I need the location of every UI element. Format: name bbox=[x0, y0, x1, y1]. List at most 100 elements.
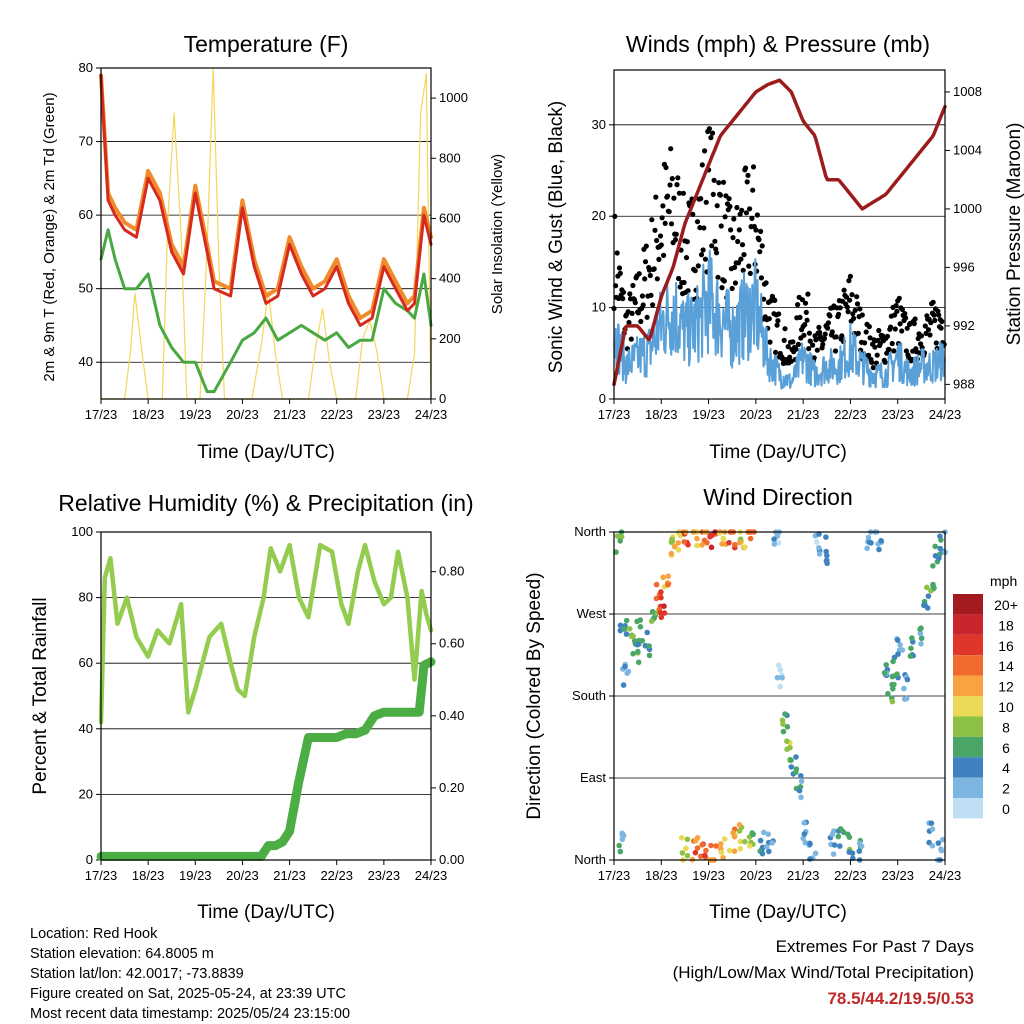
direction-point bbox=[646, 652, 653, 659]
gust-point bbox=[683, 255, 690, 261]
y-tick-label: 20 bbox=[79, 786, 93, 801]
gust-point bbox=[922, 323, 928, 329]
gust-point bbox=[612, 213, 618, 219]
legend-label: 20+ bbox=[994, 597, 1018, 613]
gust-point bbox=[685, 288, 691, 294]
x-tick-label: 21/23 bbox=[273, 868, 306, 883]
y-tick-label: 80 bbox=[79, 60, 93, 75]
gust-point bbox=[668, 221, 675, 227]
gust-point bbox=[706, 126, 713, 132]
direction-point bbox=[617, 622, 624, 629]
gust-point bbox=[793, 346, 799, 352]
gust-point bbox=[653, 194, 659, 200]
x-tick-label: 21/23 bbox=[787, 407, 820, 422]
direction-point bbox=[621, 626, 628, 632]
gust-point bbox=[625, 309, 631, 315]
gust-point bbox=[749, 215, 755, 221]
gust-point bbox=[638, 318, 644, 325]
x-tick-label: 23/23 bbox=[881, 868, 914, 883]
gust-point bbox=[620, 289, 627, 295]
direction-point bbox=[639, 637, 646, 644]
gust-point bbox=[717, 192, 724, 198]
gust-point bbox=[675, 175, 681, 181]
gust-point bbox=[816, 324, 822, 330]
direction-point bbox=[784, 724, 791, 730]
gust-point bbox=[739, 242, 746, 248]
direction-point bbox=[849, 850, 856, 856]
speed-legend: mph 20+ 18 16 14 12 10 8 6 4 2 0 bbox=[953, 573, 1018, 819]
direction-point bbox=[771, 541, 778, 547]
gust-point bbox=[741, 252, 747, 258]
gust-point bbox=[785, 344, 791, 350]
direction-point bbox=[614, 533, 621, 539]
direction-point bbox=[780, 728, 787, 735]
gust-point bbox=[854, 294, 860, 300]
plot-frame bbox=[100, 531, 432, 861]
direction-point bbox=[780, 721, 786, 727]
gust-point bbox=[718, 223, 724, 229]
gust-point bbox=[750, 164, 757, 170]
direction-point bbox=[660, 574, 666, 581]
gust-point bbox=[802, 300, 809, 306]
x-tick-label: 21/23 bbox=[273, 407, 306, 422]
y2-tick-label: 1004 bbox=[953, 142, 982, 157]
direction-point bbox=[668, 550, 675, 557]
legend-label: 4 bbox=[1002, 760, 1010, 776]
direction-point bbox=[883, 662, 889, 668]
direction-point bbox=[630, 650, 636, 657]
direction-point bbox=[708, 544, 715, 551]
direction-point bbox=[881, 670, 888, 676]
gust-point bbox=[681, 279, 687, 286]
direction-point bbox=[775, 540, 782, 546]
direction-point bbox=[750, 831, 756, 838]
direction-point bbox=[661, 610, 668, 616]
gust-point bbox=[731, 216, 737, 222]
gust-point bbox=[714, 203, 720, 209]
humidity-ylabel: Percent & Total Rainfall bbox=[30, 597, 51, 794]
gust-point bbox=[647, 272, 653, 279]
gust-point bbox=[713, 250, 720, 256]
gust-point bbox=[859, 312, 865, 318]
gust-point bbox=[874, 352, 880, 358]
gust-point bbox=[846, 278, 852, 284]
direction-point bbox=[929, 843, 936, 849]
y-tick-label: 100 bbox=[71, 524, 93, 539]
gust-point bbox=[626, 319, 632, 326]
gust-point bbox=[767, 339, 773, 345]
direction-point bbox=[703, 847, 709, 854]
x-tick-label: 22/23 bbox=[834, 868, 867, 883]
humidity-xlabel: Time (Day/UTC) bbox=[197, 902, 335, 923]
gust-point bbox=[712, 238, 718, 244]
gust-point bbox=[925, 327, 932, 333]
legend-label: 18 bbox=[998, 617, 1014, 633]
direction-point bbox=[897, 642, 903, 648]
gust-point bbox=[932, 317, 938, 323]
temperature-title: Temperature (F) bbox=[184, 31, 349, 57]
direction-point bbox=[675, 530, 682, 536]
x-tick-label: 24/23 bbox=[415, 868, 448, 883]
legend-label: 12 bbox=[998, 679, 1014, 695]
gust-point bbox=[735, 238, 741, 245]
gust-point bbox=[756, 237, 762, 243]
y-tick-label: 50 bbox=[79, 281, 93, 296]
direction-point bbox=[678, 835, 685, 841]
y-tick-label: North bbox=[574, 524, 606, 539]
direction-point bbox=[823, 534, 829, 540]
gust-point bbox=[782, 326, 788, 332]
gust-point bbox=[657, 233, 664, 239]
direction-point bbox=[807, 841, 813, 847]
direction-point bbox=[890, 658, 896, 665]
humidity-panel: Relative Humidity (%) & Precipitation (i… bbox=[30, 490, 474, 923]
direction-point bbox=[801, 820, 807, 826]
gust-point bbox=[721, 278, 727, 284]
direction-point bbox=[616, 842, 622, 849]
x-tick-label: 20/23 bbox=[226, 407, 259, 422]
direction-point bbox=[623, 631, 630, 637]
gust-point bbox=[708, 135, 714, 141]
direction-point bbox=[937, 545, 943, 552]
gust-point bbox=[884, 333, 891, 339]
gust-point bbox=[892, 326, 898, 332]
gust-point bbox=[931, 312, 937, 318]
gust-point bbox=[847, 273, 854, 279]
